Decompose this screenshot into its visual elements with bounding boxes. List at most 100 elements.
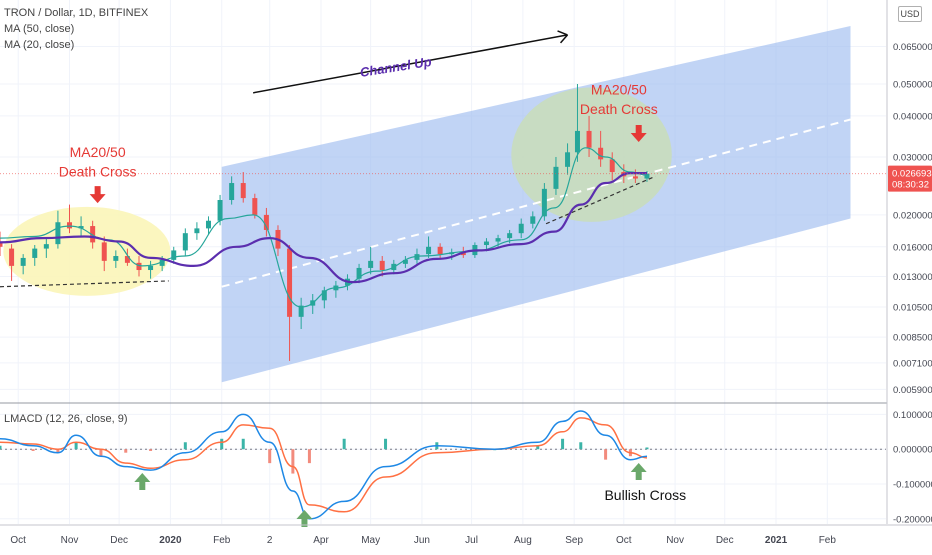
y-tick-label: 0.008500 bbox=[893, 333, 932, 344]
y-tick-label: 0.016000 bbox=[893, 242, 932, 253]
candle-body bbox=[171, 250, 177, 260]
ma50-legend: MA (50, close) bbox=[4, 23, 75, 35]
y-tick-label: 0.020000 bbox=[893, 210, 932, 221]
lmacd-histogram-bar bbox=[149, 449, 153, 451]
candle-body bbox=[66, 222, 72, 229]
candle-body bbox=[565, 152, 571, 167]
osc-y-tick-label: 0.100000 bbox=[893, 410, 932, 421]
candle-body bbox=[182, 233, 188, 251]
channel-arrow-line bbox=[253, 34, 568, 94]
bullish-arrow-2 bbox=[296, 510, 313, 527]
lmacd-histogram-bar bbox=[124, 449, 128, 453]
candle-body bbox=[632, 176, 638, 179]
candle-body bbox=[9, 248, 15, 266]
death-cross-2-label-b: Death Cross bbox=[580, 101, 658, 117]
x-tick-label: Aug bbox=[514, 535, 532, 546]
death-cross-1-arrow bbox=[89, 186, 106, 204]
lmacd-histogram-bar bbox=[307, 449, 311, 464]
currency-button[interactable]: USD bbox=[898, 6, 922, 22]
last-price-label: 0.026693 bbox=[892, 169, 932, 180]
lmacd-histogram-bar bbox=[536, 445, 540, 450]
y-tick-label: 0.010500 bbox=[893, 302, 932, 313]
candle-body bbox=[553, 166, 559, 189]
lmacd-histogram-bar bbox=[384, 438, 388, 450]
candle-body bbox=[287, 248, 293, 317]
channel-up-band bbox=[221, 26, 851, 383]
candle-body bbox=[217, 200, 223, 221]
candle-body bbox=[426, 246, 432, 255]
candle-body bbox=[229, 183, 235, 201]
y-tick-label: 0.040000 bbox=[893, 111, 932, 122]
ma50-line bbox=[0, 171, 647, 284]
candle-body bbox=[252, 198, 258, 215]
candle-body bbox=[205, 220, 211, 229]
x-tick-label: Jun bbox=[414, 535, 430, 546]
candle-body bbox=[136, 262, 142, 271]
candle-body bbox=[240, 183, 246, 199]
x-tick-label: Nov bbox=[666, 535, 684, 546]
y-tick-label: 0.013000 bbox=[893, 272, 932, 283]
candle-body bbox=[263, 214, 269, 230]
y-tick-label: 0.005900 bbox=[893, 385, 932, 396]
candle-body bbox=[298, 305, 304, 317]
x-tick-label: 2021 bbox=[765, 535, 788, 546]
x-tick-label: Dec bbox=[110, 535, 128, 546]
y-tick-label: 0.065000 bbox=[893, 42, 932, 53]
candle-body bbox=[379, 260, 385, 271]
lmacd-histogram-bar bbox=[604, 449, 608, 460]
lmacd-histogram-bar bbox=[0, 445, 2, 450]
bullish-arrow-3 bbox=[630, 463, 647, 480]
x-tick-label: Sep bbox=[565, 535, 583, 546]
lmacd-histogram-bar bbox=[241, 438, 245, 450]
candle-body bbox=[148, 265, 154, 271]
candle-body bbox=[609, 159, 615, 173]
x-tick-label: 2 bbox=[267, 535, 273, 546]
x-tick-label: Oct bbox=[616, 535, 632, 546]
candle-body bbox=[32, 248, 38, 258]
y-tick-label: 0.030000 bbox=[893, 152, 932, 163]
candle-body bbox=[414, 254, 420, 260]
x-tick-label: Oct bbox=[10, 535, 26, 546]
candle-body bbox=[101, 242, 107, 261]
ma20-legend: MA (20, close) bbox=[4, 39, 75, 51]
y-tick-label: 0.007100 bbox=[893, 358, 932, 369]
death-cross-2-arrow bbox=[630, 125, 647, 143]
lmacd-histogram-bar bbox=[56, 449, 60, 453]
candle-body bbox=[43, 244, 49, 249]
candle-body bbox=[598, 147, 604, 160]
candle-body bbox=[644, 173, 650, 179]
death-cross-1-label-a: MA20/50 bbox=[70, 144, 126, 160]
lmacd-histogram-bar bbox=[31, 449, 35, 451]
lmacd-histogram-bar bbox=[220, 438, 224, 450]
candle-body bbox=[159, 259, 165, 266]
x-tick-label: 2020 bbox=[159, 535, 182, 546]
candle-body bbox=[0, 242, 3, 247]
osc-y-tick-label: 0.000000 bbox=[893, 445, 932, 456]
candle-body bbox=[495, 238, 501, 242]
death-cross-2-label-a: MA20/50 bbox=[591, 81, 647, 97]
lmacd-histogram-bar bbox=[268, 449, 272, 464]
candle-body bbox=[113, 256, 119, 261]
candle-body bbox=[78, 226, 84, 229]
lmacd-histogram-bar bbox=[645, 447, 649, 450]
lmacd-histogram-bar bbox=[74, 442, 78, 450]
support-line-2 bbox=[545, 175, 656, 225]
candle-body bbox=[541, 188, 547, 217]
candle-body bbox=[402, 259, 408, 264]
x-tick-label: Jul bbox=[465, 535, 478, 546]
osc-y-tick-label: -0.200000 bbox=[893, 514, 932, 525]
candle-body bbox=[574, 130, 580, 153]
lmacd-histogram-bar bbox=[99, 449, 103, 457]
x-tick-label: Apr bbox=[313, 535, 329, 546]
x-tick-label: Nov bbox=[61, 535, 79, 546]
candle-body bbox=[507, 233, 513, 239]
candle-body bbox=[530, 216, 536, 224]
death-cross-zone-2 bbox=[511, 87, 672, 222]
death-cross-zone-1 bbox=[3, 206, 171, 296]
lmacd-histogram-bar bbox=[183, 442, 187, 450]
candle-body bbox=[55, 222, 61, 245]
bullish-arrow-1 bbox=[134, 473, 151, 490]
candle-body bbox=[356, 267, 362, 279]
